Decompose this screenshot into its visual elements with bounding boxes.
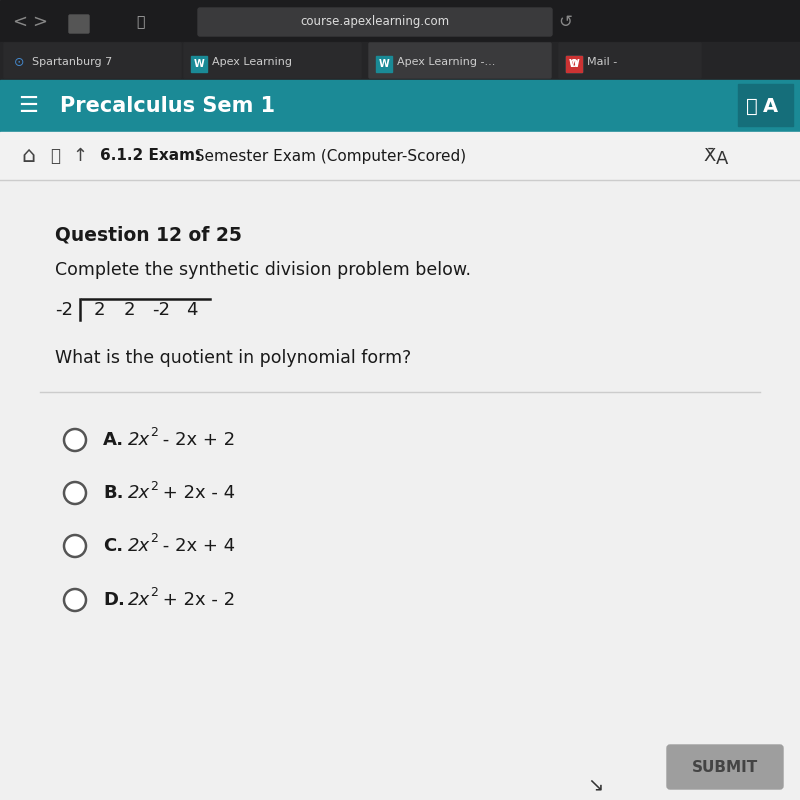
FancyBboxPatch shape — [559, 43, 701, 78]
Text: ↘: ↘ — [587, 775, 603, 794]
Text: Semester Exam (Computer-Scored): Semester Exam (Computer-Scored) — [185, 149, 466, 163]
Text: -2: -2 — [55, 301, 73, 319]
Text: 2: 2 — [124, 301, 135, 319]
Text: >: > — [33, 13, 47, 31]
Text: + 2x - 4: + 2x - 4 — [157, 484, 235, 502]
Text: What is the quotient in polynomial form?: What is the quotient in polynomial form? — [55, 349, 411, 367]
Text: course.apexlearning.com: course.apexlearning.com — [301, 15, 450, 29]
Text: Mail -: Mail - — [587, 57, 618, 67]
Circle shape — [64, 429, 86, 451]
Text: ☰: ☰ — [18, 96, 38, 116]
Text: 2x: 2x — [128, 591, 150, 609]
Text: + 2x - 2: + 2x - 2 — [157, 591, 235, 609]
Text: 6.1.2 Exam:: 6.1.2 Exam: — [100, 149, 202, 163]
Text: 2: 2 — [150, 426, 158, 439]
Text: O: O — [570, 59, 578, 69]
Text: X̄: X̄ — [704, 147, 716, 165]
Text: <: < — [13, 13, 27, 31]
Text: 2: 2 — [150, 586, 158, 599]
Bar — [0, 42, 800, 80]
Text: 🎓: 🎓 — [746, 97, 758, 115]
Text: A: A — [762, 97, 778, 115]
Text: Precalculus Sem 1: Precalculus Sem 1 — [60, 96, 275, 116]
Bar — [0, 0, 800, 42]
Text: 4: 4 — [186, 301, 198, 319]
Text: A.: A. — [103, 431, 124, 449]
Text: Apex Learning -...: Apex Learning -... — [397, 57, 495, 67]
Text: ↑: ↑ — [73, 147, 87, 165]
Text: Apex Learning: Apex Learning — [212, 57, 292, 67]
Text: B.: B. — [103, 484, 123, 502]
Bar — [566, 56, 582, 72]
Text: W: W — [569, 59, 579, 69]
Text: ⊙: ⊙ — [14, 55, 24, 69]
Text: 2x: 2x — [128, 537, 150, 555]
Text: 2: 2 — [150, 479, 158, 493]
Text: Spartanburg 7: Spartanburg 7 — [32, 57, 112, 67]
Bar — [0, 180, 800, 800]
Bar — [0, 80, 800, 132]
Text: 2x: 2x — [128, 431, 150, 449]
Text: ↺: ↺ — [558, 13, 572, 31]
Text: W: W — [378, 59, 390, 69]
FancyBboxPatch shape — [198, 8, 552, 36]
Text: 2: 2 — [150, 533, 158, 546]
Text: -2: -2 — [152, 301, 170, 319]
Bar — [738, 84, 793, 126]
Circle shape — [64, 535, 86, 557]
Circle shape — [64, 589, 86, 611]
Text: 2: 2 — [94, 301, 106, 319]
FancyBboxPatch shape — [184, 43, 361, 78]
Text: Complete the synthetic division problem below.: Complete the synthetic division problem … — [55, 261, 471, 279]
Text: SUBMIT: SUBMIT — [692, 759, 758, 774]
Bar — [191, 56, 207, 72]
Text: Question 12 of 25: Question 12 of 25 — [55, 226, 242, 245]
Text: 🧳: 🧳 — [50, 147, 60, 165]
Bar — [0, 132, 800, 180]
Text: W: W — [194, 59, 204, 69]
Text: - 2x + 2: - 2x + 2 — [157, 431, 235, 449]
FancyBboxPatch shape — [69, 15, 89, 33]
Circle shape — [64, 482, 86, 504]
Text: ⌂: ⌂ — [21, 146, 35, 166]
Bar — [566, 56, 582, 72]
FancyBboxPatch shape — [667, 745, 783, 789]
Text: C.: C. — [103, 537, 123, 555]
Bar — [376, 56, 392, 72]
Text: 🛡: 🛡 — [136, 15, 144, 29]
FancyBboxPatch shape — [4, 43, 181, 78]
Text: - 2x + 4: - 2x + 4 — [157, 537, 235, 555]
Text: A: A — [716, 150, 728, 168]
FancyBboxPatch shape — [369, 43, 551, 78]
Text: D.: D. — [103, 591, 125, 609]
Text: 2x: 2x — [128, 484, 150, 502]
